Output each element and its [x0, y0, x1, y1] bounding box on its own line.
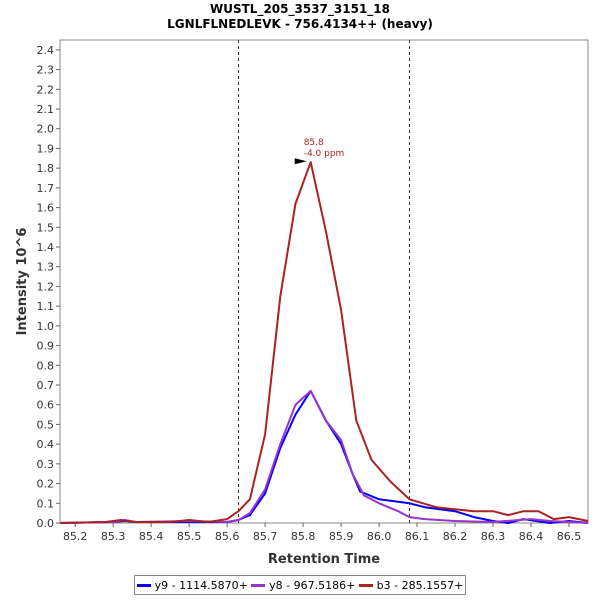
legend-label: b3 - 285.1557+	[376, 578, 464, 592]
y-tick-label: 1.2	[37, 280, 55, 293]
x-tick-label: 85.7	[253, 530, 278, 543]
y-tick-label: 1.0	[37, 320, 55, 333]
x-tick-label: 86.1	[405, 530, 430, 543]
y-tick-label: 0.8	[37, 359, 55, 372]
chart-legend: y9 - 1114.5870+ y8 - 967.5186+ b3 - 285.15…	[134, 575, 466, 595]
y-tick-label: 0.6	[37, 399, 55, 412]
y-tick-label: 2.3	[37, 64, 55, 77]
peak-annotation-time: 85.8	[304, 138, 324, 148]
y-tick-label: 0.5	[37, 418, 55, 431]
y-tick-label: 2.2	[37, 83, 55, 96]
y-tick-label: 1.3	[37, 261, 55, 274]
x-tick-label: 86.3	[481, 530, 506, 543]
chart-title: WUSTL_205_3537_3151_18	[210, 2, 390, 16]
y-tick-label: 0.1	[37, 497, 55, 510]
x-tick-label: 86.4	[519, 530, 544, 543]
legend-label: y9 - 1114.5870+	[154, 578, 248, 592]
y-tick-label: 1.1	[37, 300, 55, 313]
x-tick-label: 85.6	[215, 530, 240, 543]
x-tick-label: 85.3	[101, 530, 126, 543]
y-tick-label: 0.2	[37, 478, 55, 491]
y-tick-label: 0.0	[37, 517, 55, 530]
y-axis-label: Intensity 10^6	[15, 228, 30, 336]
y-tick-label: 1.5	[37, 221, 55, 234]
legend-swatch	[251, 583, 266, 587]
legend-swatch	[358, 583, 373, 587]
y-tick-label: 1.9	[37, 142, 55, 155]
legend-swatch	[136, 583, 151, 587]
x-tick-label: 85.9	[329, 530, 354, 543]
x-tick-label: 85.4	[139, 530, 164, 543]
series-line	[59, 161, 589, 524]
x-tick-label: 85.2	[63, 530, 88, 543]
x-tick-label: 86.2	[443, 530, 468, 543]
y-tick-label: 1.6	[37, 202, 55, 215]
legend-item: y8 - 967.5186+	[251, 579, 355, 592]
y-tick-label: 2.1	[37, 103, 55, 116]
y-tick-label: 2.4	[37, 44, 55, 57]
chart-subtitle: LGNLFLNEDLEVK - 756.4134++ (heavy)	[167, 17, 433, 31]
y-tick-label: 1.8	[37, 162, 55, 175]
plot-area	[59, 39, 589, 524]
x-tick-label: 86.0	[367, 530, 392, 543]
peak-marker-icon	[294, 158, 307, 165]
y-tick-label: 1.4	[37, 241, 55, 254]
y-tick-label: 0.3	[37, 458, 55, 471]
y-tick-label: 0.7	[37, 379, 55, 392]
x-tick-label: 85.8	[291, 530, 316, 543]
y-tick-label: 1.7	[37, 182, 55, 195]
x-tick-label: 86.5	[557, 530, 582, 543]
legend-item: y9 - 1114.5870+	[136, 578, 248, 592]
y-tick-label: 0.4	[37, 438, 55, 451]
peak-annotation-ppm: -4.0 ppm	[304, 149, 345, 159]
x-tick-label: 85.5	[177, 530, 202, 543]
legend-label: y8 - 967.5186+	[269, 578, 356, 592]
y-tick-label: 2.0	[37, 123, 55, 136]
y-tick-label: 0.9	[37, 340, 55, 353]
legend-item: b3 - 285.1557+	[358, 578, 464, 592]
x-axis-label: Retention Time	[268, 552, 380, 567]
